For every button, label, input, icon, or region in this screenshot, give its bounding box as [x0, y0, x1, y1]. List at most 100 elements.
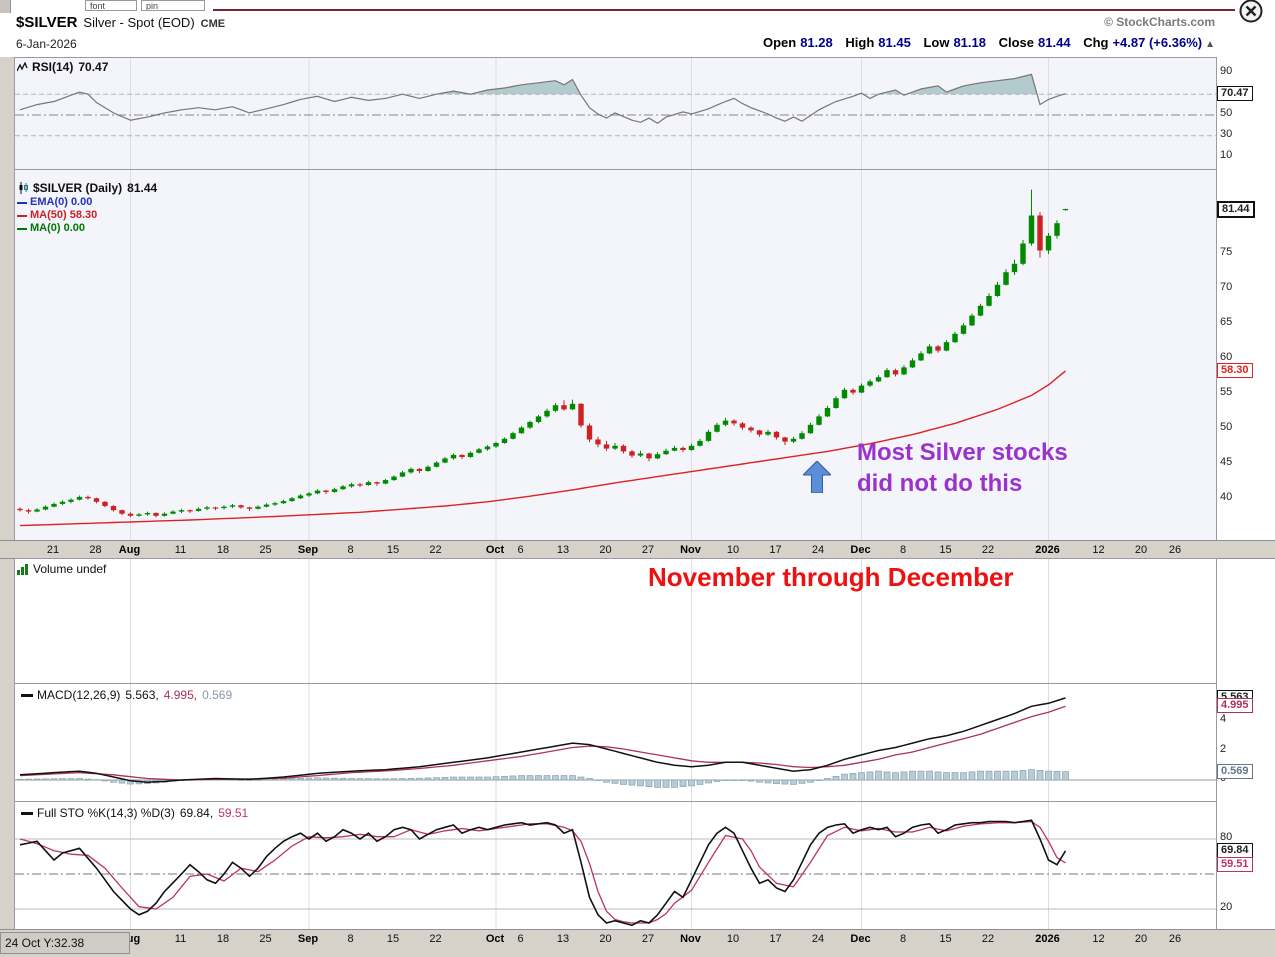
sto-value-1: 69.84, — [179, 806, 214, 820]
sto-label: Full STO %K(14,3) %D(3) 69.84, 59.51 — [21, 806, 248, 820]
macd-value-3: 0.569 — [202, 688, 233, 702]
x-axis-tick: 27 — [641, 544, 655, 556]
macd-hist-value-box: 0.569 — [1217, 763, 1253, 779]
copyright: © StockCharts.com — [1104, 15, 1215, 29]
divider-line — [213, 9, 1235, 11]
x-axis-bottom: 2128Aug111825Sep81522Oct6132027Nov101724… — [0, 929, 1275, 957]
x-axis-tick: 6 — [517, 544, 524, 556]
pin-dropdown[interactable]: pin — [141, 0, 205, 11]
quote-strip: Open 81.28 High 81.45 Low 81.18 Close 81.44 … — [763, 35, 1215, 50]
font-dropdown[interactable]: font — [85, 0, 137, 11]
x-axis-tick: Oct — [485, 544, 505, 556]
sto-axis-tick: 20 — [1220, 901, 1233, 913]
legend-item: MA(50) 58.30 — [17, 209, 97, 222]
x-axis-tick: 25 — [259, 933, 272, 945]
x-axis-tick: 22 — [981, 933, 995, 945]
x-axis-tick: 10 — [726, 544, 740, 556]
macd-panel[interactable] — [14, 683, 1217, 802]
price-axis-tick: 50 — [1220, 421, 1233, 433]
x-axis-tick: 22 — [429, 544, 442, 556]
x-axis-tick: 8 — [347, 544, 354, 556]
macd-label: MACD(12,26,9) 5.563, 4.995, 0.569 — [21, 688, 232, 702]
x-axis-tick: 27 — [641, 933, 655, 945]
price-legend: EMA(0) 0.00 MA(50) 58.30 MA(0) 0.00 — [17, 196, 97, 235]
close-value: 81.44 — [1038, 35, 1071, 50]
crosshair-readout: 24 Oct Y:32.38 — [0, 932, 130, 954]
up-arrow-annotation — [803, 461, 831, 493]
legend-label: MA(50) 58.30 — [30, 209, 98, 221]
price-panel[interactable] — [14, 169, 1217, 541]
exchange: CME — [200, 18, 226, 30]
volume-panel[interactable] — [14, 558, 1217, 684]
sto-panel-svg — [15, 802, 1216, 929]
legend-label: EMA(0) 0.00 — [30, 196, 93, 208]
rsi-axis-tick: 50 — [1220, 107, 1233, 119]
x-axis-tick: 17 — [769, 544, 782, 556]
candlestick-icon — [19, 182, 28, 194]
x-axis-tick: 12 — [1092, 544, 1105, 556]
x-axis-tick: 12 — [1092, 933, 1105, 945]
price-panel-svg — [17, 170, 1069, 540]
right-axis: 90 50 30 10 70.47 75 70 65 60 55 50 45 40 81.44 58.30 4… — [1217, 0, 1275, 957]
rsi-axis-tick: 30 — [1220, 127, 1233, 140]
volume-annotation: November through December — [648, 562, 1014, 592]
x-axis-tick: 25 — [259, 544, 272, 556]
x-axis-tick: Aug — [118, 544, 141, 556]
sto-panel[interactable] — [14, 801, 1217, 930]
sto-d-value-box: 59.51 — [1217, 856, 1253, 872]
low-value: 81.18 — [953, 35, 986, 50]
macd-axis-tick: 2 — [1220, 742, 1227, 755]
volume-name: Volume undef — [33, 562, 107, 576]
macd-axis-tick: 4 — [1220, 713, 1227, 725]
rsi-name: RSI(14) — [32, 60, 74, 74]
price-axis-tick: 45 — [1220, 456, 1233, 468]
volume-label: Volume undef — [17, 562, 106, 576]
chart-header: $SILVER Silver - Spot (EOD) CME © StockCha… — [14, 12, 1217, 57]
x-axis-tick: 26 — [1168, 933, 1182, 945]
price-axis-tick: 40 — [1220, 491, 1233, 503]
x-axis-tick: 20 — [599, 544, 612, 556]
x-axis-tick: 8 — [899, 933, 907, 945]
macd-value-2: 4.995, — [163, 688, 198, 702]
x-axis-tick: 22 — [981, 544, 995, 556]
x-axis-tick: Sep — [297, 544, 319, 556]
x-axis-tick: 2026 — [1035, 544, 1060, 556]
macd-panel-svg — [15, 684, 1216, 801]
legend-swatch-icon — [17, 227, 27, 230]
rsi-value: 70.47 — [78, 60, 109, 74]
rsi-panel[interactable] — [14, 57, 1217, 170]
x-axis-tick: 13 — [556, 933, 570, 945]
volume-panel-svg — [130, 559, 1049, 683]
price-annotation-line1: Most Silver stocks — [857, 439, 1068, 466]
x-axis-tick: 13 — [556, 544, 570, 556]
high-label: High — [845, 35, 875, 50]
x-axis-tick: 28 — [89, 544, 102, 556]
x-axis-tick: 24 — [811, 933, 825, 945]
open-label: Open — [762, 35, 797, 50]
x-axis-tick: Nov — [680, 933, 701, 945]
legend-swatch-icon — [17, 201, 27, 204]
chg-label: Chg — [1083, 35, 1109, 50]
high-value: 81.45 — [878, 35, 911, 50]
left-gutter — [0, 57, 14, 929]
chart-date: 6-Jan-2026 — [16, 37, 77, 51]
close-icon[interactable] — [1237, 0, 1265, 25]
chg-value: +4.87 (+6.36%) — [1112, 35, 1203, 50]
legend-item: MA(0) 0.00 — [17, 222, 97, 235]
sto-k-value-box: 69.84 — [1217, 842, 1253, 858]
rsi-axis-tick: 10 — [1220, 148, 1233, 161]
macd-value-1: 5.563, — [125, 688, 159, 702]
line-swatch-icon — [21, 693, 33, 697]
x-axis-tick: 15 — [386, 933, 400, 945]
price-axis-tick: 55 — [1220, 386, 1233, 398]
rsi-panel-svg — [15, 58, 1216, 169]
legend-swatch-icon — [17, 214, 27, 217]
price-annotation: Most Silver stocks did not do this — [857, 437, 1068, 499]
price-axis-tick: 65 — [1220, 316, 1233, 328]
x-axis-tick: 15 — [939, 544, 952, 556]
x-axis-tick: 20 — [1134, 933, 1148, 945]
window-corner-fragment — [0, 0, 11, 13]
macd-signal-value-box: 4.995 — [1217, 698, 1253, 714]
x-axis-tick: Dec — [850, 933, 871, 945]
